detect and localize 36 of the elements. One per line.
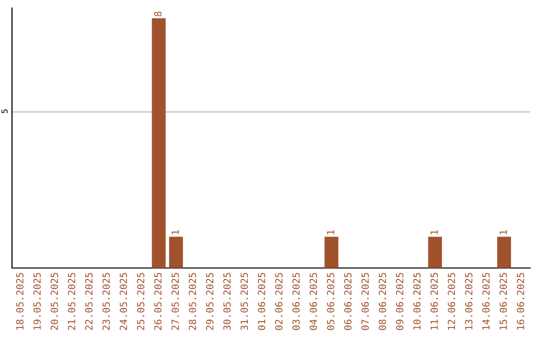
data-label: 1	[327, 230, 334, 234]
x-tick-label: 08.06.2025	[378, 272, 386, 330]
x-tick-label: 11.06.2025	[430, 272, 438, 330]
x-tick-label: 01.06.2025	[258, 272, 266, 330]
x-tick-label: 27.05.2025	[172, 272, 179, 330]
x-tick-label: 20.05.2025	[50, 272, 58, 330]
x-tick-label: 24.05.2025	[120, 272, 128, 330]
y-tick-label: 5	[1, 109, 8, 114]
x-tick-label: 05.06.2025	[326, 272, 334, 330]
x-tick-label: 04.06.2025	[310, 272, 318, 330]
x-tick-label: 28.05.2025	[188, 272, 196, 330]
x-tick-label: 22.05.2025	[85, 272, 93, 330]
x-tick-label: 14.06.2025	[482, 272, 490, 330]
x-tick-label: 25.05.2025	[136, 272, 144, 330]
x-tick-label: 13.06.2025	[465, 272, 472, 330]
x-tick-label: 29.05.2025	[206, 272, 214, 330]
data-label: 1	[430, 230, 438, 234]
x-tick-label: 06.06.2025	[344, 272, 352, 330]
x-tick-label: 09.06.2025	[396, 272, 404, 330]
x-tick-label: 21.05.2025	[68, 272, 76, 330]
x-tick-label: 30.05.2025	[223, 272, 231, 330]
x-tick-label: 10.06.2025	[413, 272, 421, 330]
x-tick-label: 26.05.2025	[154, 272, 162, 330]
x-tick-label: 02.06.2025	[275, 272, 282, 330]
x-tick-label: 31.05.2025	[240, 272, 248, 330]
x-tick-label: 03.06.2025	[292, 272, 300, 330]
x-tick-label: 16.06.2025	[516, 272, 524, 330]
x-tick-label: 15.06.2025	[500, 272, 507, 330]
x-tick-label: 12.06.2025	[448, 272, 456, 330]
data-label: 8	[154, 12, 162, 16]
data-label: 1	[500, 230, 507, 234]
x-tick-label: 07.06.2025	[361, 272, 369, 330]
x-tick-label: 18.05.2025	[16, 272, 24, 330]
x-tick-label: 23.05.2025	[102, 272, 110, 330]
data-label: 1	[172, 230, 179, 234]
x-tick-label: 19.05.2025	[33, 272, 41, 330]
